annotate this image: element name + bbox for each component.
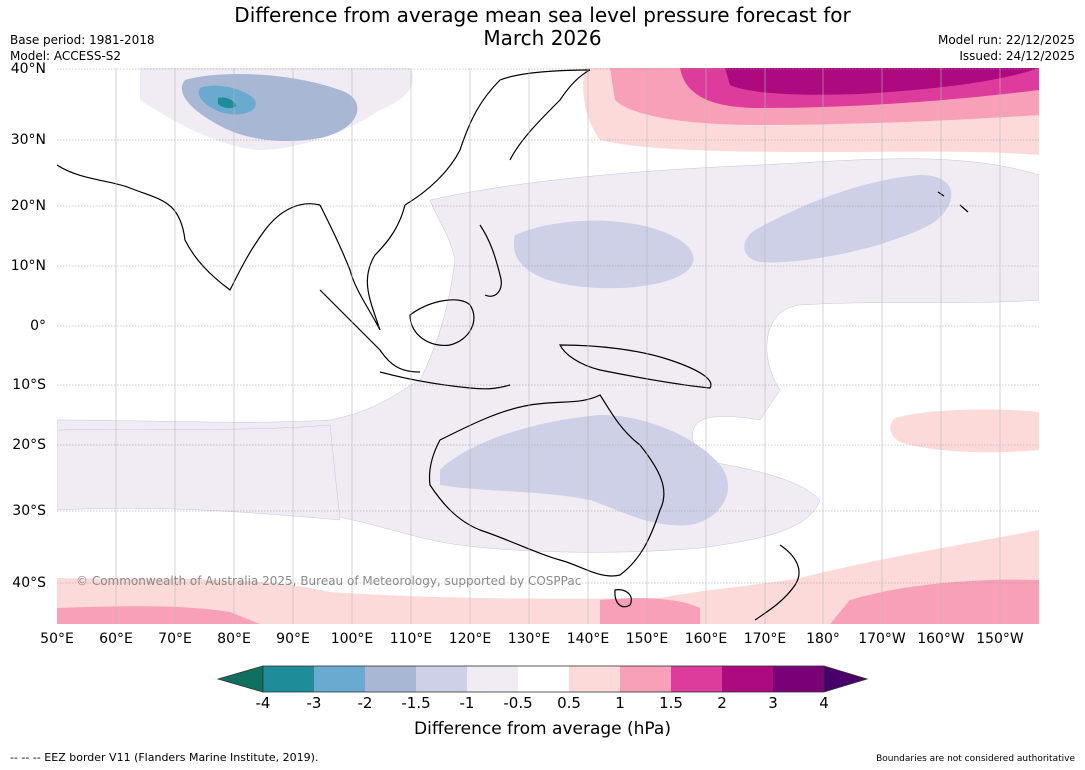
anomaly-low-tibet-peak: [218, 97, 236, 109]
lon-label-50e: 50°E: [40, 631, 74, 647]
lat-label-40s: 40°S: [12, 575, 46, 591]
colorbar-bin-1: [263, 666, 314, 692]
colorbar-extend-high: [823, 665, 869, 693]
lon-label-130e: 130°E: [507, 631, 551, 647]
anomaly-low-australia: [440, 415, 729, 526]
lat-label-equator: 0°: [30, 318, 46, 334]
boundaries-note: Boundaries are not considered authoritat…: [876, 754, 1075, 764]
coast-australia: [428, 394, 665, 577]
lon-label-120e: 120°E: [448, 631, 492, 647]
base-period: Base period: 1981-2018: [10, 33, 155, 47]
lat-label-30n: 30°N: [10, 132, 46, 148]
colorbar-tick: -1.5: [401, 694, 431, 712]
colorbar-bin-11: [773, 666, 824, 692]
map-canvas: [57, 68, 1039, 624]
coast-indochina: [319, 204, 406, 331]
meta-left: Base period: 1981-2018 Model: ACCESS-S2: [10, 32, 155, 64]
coast-borneo: [409, 299, 475, 347]
coast-sumatra: [319, 289, 421, 373]
meridians: [115, 68, 1001, 624]
lat-label-20s: 20°S: [12, 437, 46, 453]
lon-label-140e: 140°E: [566, 631, 610, 647]
coast-india: [57, 164, 321, 291]
colorbar-bin-8: [620, 666, 671, 692]
lat-label-10n: 10°N: [10, 258, 46, 274]
colorbar-tick: -1: [459, 694, 475, 712]
colorbar-tick: -0.5: [503, 694, 533, 712]
model-name: Model: ACCESS-S2: [10, 49, 122, 63]
lon-label-150e: 150°E: [625, 631, 669, 647]
coast-tasmania: [614, 589, 632, 608]
anomaly-high-south-inner-west: [57, 606, 260, 624]
colorbar-bin-2: [314, 666, 365, 692]
coastlines: [57, 69, 969, 621]
model-run: Model run: 22/12/2025: [937, 33, 1075, 47]
colorbar: [216, 665, 869, 693]
colorbar-tick: 1.5: [659, 694, 683, 712]
colorbar-bin-4: [416, 666, 467, 692]
colorbar-tick: -3: [306, 694, 322, 712]
colorbar-tick: 1: [615, 694, 625, 712]
lon-label-70e: 70°E: [158, 631, 192, 647]
meta-right: Model run: 22/12/2025 Issued: 24/12/2025: [938, 32, 1075, 64]
colorbar-tick: 3: [768, 694, 778, 712]
colorbar-label: Difference from average (hPa): [414, 719, 671, 739]
lon-label-60e: 60°E: [99, 631, 133, 647]
eez-note: -- -- -- EEZ border V11 (Flanders Marine…: [10, 751, 319, 764]
map-title: Difference from average mean sea level p…: [0, 4, 1085, 50]
colorbar-bin-3: [365, 666, 416, 692]
lon-label-100e: 100°E: [330, 631, 374, 647]
anomaly-high-south-band: [57, 530, 1039, 624]
colorbar-bin-7: [569, 666, 620, 692]
colorbar-tick: -4: [255, 694, 271, 712]
coast-china: [404, 69, 591, 206]
copyright-notice: © Commonwealth of Australia 2025, Bureau…: [76, 574, 582, 588]
lon-label-160e: 160°E: [684, 631, 728, 647]
lon-label-170e: 170°E: [743, 631, 787, 647]
colorbar-extend-low: [216, 665, 264, 693]
anomaly-low-pacific-east: [744, 175, 952, 263]
colorbar-bin-9: [671, 666, 722, 692]
issued-date: Issued: 24/12/2025: [959, 49, 1075, 63]
coast-japan: [509, 69, 591, 161]
lat-label-10s: 10°S: [12, 377, 46, 393]
colorbar-tick: 0.5: [557, 694, 581, 712]
lat-label-30s: 30°S: [12, 503, 46, 519]
lon-label-170w: 170°W: [858, 631, 906, 647]
coast-philippines: [479, 224, 502, 297]
anomaly-high-south-inner-mid: [600, 598, 700, 624]
colorbar-bin-6: [518, 666, 569, 692]
lon-label-180: 180°: [806, 631, 840, 647]
lat-label-20n: 20°N: [10, 198, 46, 214]
colorbar-tick: 4: [819, 694, 829, 712]
coast-new-zealand: [754, 544, 800, 621]
anomaly-low-pacific-west: [513, 220, 694, 289]
anomaly-high-spac: [890, 409, 1039, 453]
title-line-1: Difference from average mean sea level p…: [234, 3, 851, 27]
lon-label-160w: 160°W: [917, 631, 965, 647]
lon-label-90e: 90°E: [276, 631, 310, 647]
lon-label-110e: 110°E: [389, 631, 433, 647]
lat-label-40n: 40°N: [10, 61, 46, 77]
anomaly-low-south-west: [57, 424, 341, 521]
colorbar-tick: -2: [357, 694, 373, 712]
colorbar-bin-5: [467, 666, 518, 692]
title-line-2: March 2026: [483, 26, 602, 50]
coast-new-guinea: [559, 344, 712, 389]
colorbar-bin-10: [722, 666, 773, 692]
lon-label-80e: 80°E: [217, 631, 251, 647]
lon-label-150w: 150°W: [976, 631, 1024, 647]
colorbar-tick: 2: [717, 694, 727, 712]
